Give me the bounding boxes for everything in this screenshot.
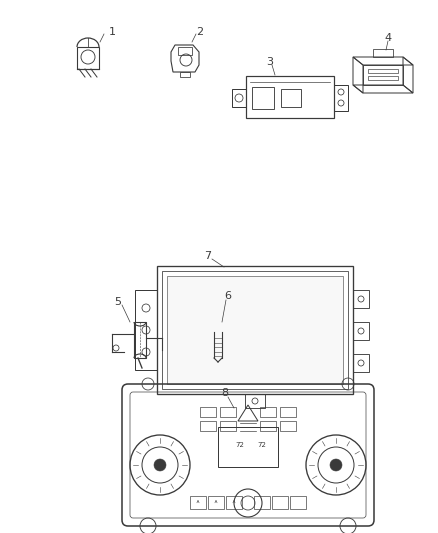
Bar: [77, 47, 99, 69]
Bar: [368, 76, 398, 80]
Bar: [281, 89, 301, 107]
Bar: [226, 496, 242, 509]
Bar: [245, 394, 265, 408]
Bar: [246, 76, 334, 118]
Bar: [190, 496, 206, 509]
Bar: [260, 421, 276, 431]
Bar: [232, 89, 246, 107]
Bar: [353, 290, 369, 308]
Bar: [162, 271, 348, 389]
Text: 1: 1: [109, 27, 116, 37]
Bar: [334, 85, 348, 111]
Bar: [280, 407, 296, 417]
Bar: [368, 69, 398, 73]
Bar: [200, 407, 216, 417]
Bar: [178, 47, 192, 55]
Circle shape: [154, 459, 166, 471]
Text: 2: 2: [196, 27, 204, 37]
Text: 4: 4: [385, 33, 392, 43]
Text: 3: 3: [266, 57, 273, 67]
Bar: [220, 421, 236, 431]
Bar: [254, 496, 270, 509]
Circle shape: [330, 459, 342, 471]
Bar: [135, 290, 157, 370]
Bar: [290, 496, 306, 509]
Text: 7: 7: [205, 251, 212, 261]
Text: 72: 72: [236, 442, 244, 448]
Text: 72: 72: [258, 442, 266, 448]
Bar: [208, 496, 224, 509]
Text: 8: 8: [222, 388, 229, 398]
Bar: [200, 421, 216, 431]
Text: 6: 6: [225, 291, 232, 301]
Bar: [252, 87, 274, 109]
Bar: [218, 427, 278, 467]
Bar: [157, 266, 353, 394]
Bar: [180, 72, 190, 77]
Bar: [353, 322, 369, 340]
Bar: [220, 407, 236, 417]
Bar: [134, 322, 146, 358]
Bar: [260, 407, 276, 417]
Bar: [167, 276, 343, 384]
Bar: [272, 496, 288, 509]
Text: 5: 5: [114, 297, 121, 307]
Bar: [353, 354, 369, 372]
Bar: [280, 421, 296, 431]
